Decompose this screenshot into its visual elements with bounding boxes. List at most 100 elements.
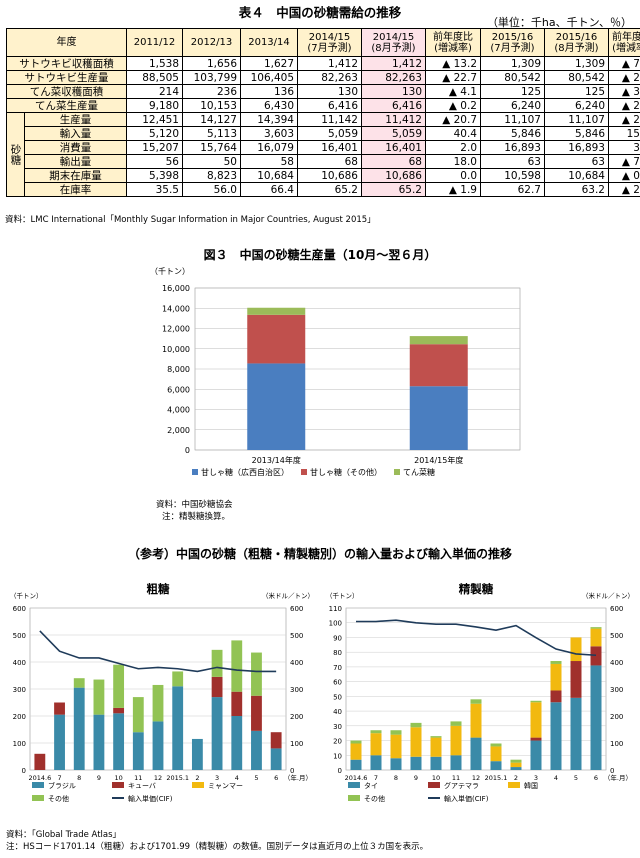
table-cell: ▲ 2.7	[608, 98, 640, 113]
bar-segment	[490, 761, 502, 770]
chart-title: 精製糖	[459, 582, 494, 596]
bar-segment	[73, 687, 85, 770]
table-cell: 3.0	[608, 140, 640, 155]
x-axis-unit: （年.月）	[284, 773, 312, 782]
bar-segment	[251, 730, 262, 770]
table-cell: 5,059	[361, 126, 426, 141]
table-cell: 5,398	[126, 168, 183, 183]
table-cell: ▲ 0.2	[425, 98, 481, 113]
y-tick-label: 8,000	[167, 365, 190, 374]
bar-segment	[54, 714, 65, 770]
y-tick-label: 80	[333, 649, 342, 657]
bar-segment	[132, 732, 144, 770]
y-tick-label: 0	[22, 767, 26, 775]
y-right-tick-label: 0	[290, 767, 294, 775]
table-cell: ▲ 13.2	[425, 56, 481, 71]
table-cell: 16,079	[240, 140, 298, 155]
table-cell: 50	[182, 154, 241, 169]
x-tick-label: 11	[452, 774, 460, 782]
col-yoy-1: 前年度比 (増減率)	[425, 28, 481, 57]
table-cell: 62.7	[480, 182, 545, 197]
table-cell: 3,603	[240, 126, 298, 141]
bar-segment	[550, 663, 562, 691]
y-tick-label: 70	[333, 664, 342, 672]
bar-segment	[590, 665, 602, 770]
bar-segment	[470, 703, 482, 738]
chart-title: 粗糖	[147, 582, 170, 596]
bar-segment	[113, 664, 125, 708]
y-tick-label: 100	[329, 620, 342, 628]
supply-demand-table: 年度 2011/12 2012/13 2013/14 2014/15 (7月予測…	[6, 28, 640, 197]
row-label: サトウキビ収穫面積	[6, 56, 127, 71]
bar-segment	[172, 671, 184, 687]
raw-sugar-chart: 粗糖 （千トン） （米ドル／トン） 0 100 200 300 400 500 600 0 100 20…	[10, 582, 314, 803]
y-tick-label: 12,000	[162, 325, 190, 334]
fig3-title: 図３ 中国の砂糖生産量（10月～翌６月）	[203, 248, 437, 262]
bar-segment	[113, 713, 125, 770]
bar-segment	[350, 743, 362, 760]
bar-segment	[73, 678, 85, 688]
bar-segment	[93, 679, 105, 715]
table-cell: 0.0	[425, 168, 481, 183]
y-right-tick-label: 400	[290, 659, 303, 667]
bar-segment	[172, 686, 184, 770]
table-unit: （単位：千ha、千トン、％）	[486, 16, 632, 29]
col-2013: 2013/14	[240, 28, 298, 57]
row-label: 在庫率	[24, 182, 127, 197]
table-cell: 65.2	[361, 182, 426, 197]
row-label: てん菜収穫面積	[6, 84, 127, 99]
table-cell: 63.2	[544, 182, 609, 197]
table-title: 表４ 中国の砂糖需給の推移	[238, 5, 402, 20]
row-label: 生産量	[24, 112, 127, 127]
y-left-unit: （千トン）	[326, 591, 359, 600]
y-tick-label: 4,000	[167, 406, 190, 415]
table-cell: 66.4	[240, 182, 298, 197]
legend-label: タイ	[364, 781, 378, 790]
bar-segment	[490, 743, 502, 747]
x-tick-label: 2015.1	[166, 774, 189, 782]
y-tick-label: 90	[333, 634, 342, 642]
table-cell: 58	[240, 154, 298, 169]
bar-segment	[409, 336, 468, 345]
y-right-tick-label: 0	[610, 767, 614, 775]
x-tick-label: 2	[195, 774, 199, 782]
bar-segment	[251, 652, 262, 696]
table-cell: 14,127	[182, 112, 241, 127]
fig3-note: 注：精製糖換算。	[162, 512, 231, 522]
row-label: 輸出量	[24, 154, 127, 169]
table-cell: 6,416	[361, 98, 426, 113]
legend-swatch	[301, 469, 307, 475]
y-right-unit: （米ドル／トン）	[582, 591, 634, 600]
footer-source: 資料：「Global Trade Atlas」	[6, 830, 122, 840]
legend-label: 甘しゃ糖（その他）	[310, 467, 382, 477]
y-tick-label: 20	[333, 738, 342, 746]
legend-swatch	[192, 469, 198, 475]
y-right-unit: （米ドル／トン）	[262, 591, 314, 600]
table-cell: 1,656	[182, 56, 241, 71]
price-line	[356, 619, 597, 657]
x-tick-label: 2013/14年度	[252, 455, 301, 465]
table-cell: 15,207	[126, 140, 183, 155]
bar-segment	[370, 733, 382, 756]
y-tick-label: 110	[329, 605, 342, 613]
col-2015-aug: 2015/16 (8月予測)	[544, 28, 609, 57]
col-2014-aug: 2014/15 (8月予測)	[361, 28, 426, 57]
legend-swatch	[394, 469, 400, 475]
bar-segment	[231, 691, 243, 716]
table-cell: 11,107	[480, 112, 545, 127]
col-2011: 2011/12	[126, 28, 183, 57]
table-cell: 10,684	[240, 168, 298, 183]
table-cell: 10,686	[361, 168, 426, 183]
bar-segment	[191, 738, 203, 770]
bar-segment	[490, 746, 502, 762]
table-cell: 15.6	[608, 126, 640, 141]
bar-segment	[570, 697, 582, 770]
x-tick-label: 2	[514, 774, 518, 782]
bar-segment	[247, 314, 306, 364]
table-cell: ▲ 20.7	[425, 112, 481, 127]
table-cell: 11,412	[361, 112, 426, 127]
table-cell: 1,309	[480, 56, 545, 71]
bar-segment	[251, 695, 262, 731]
table-cell: 5,120	[126, 126, 183, 141]
